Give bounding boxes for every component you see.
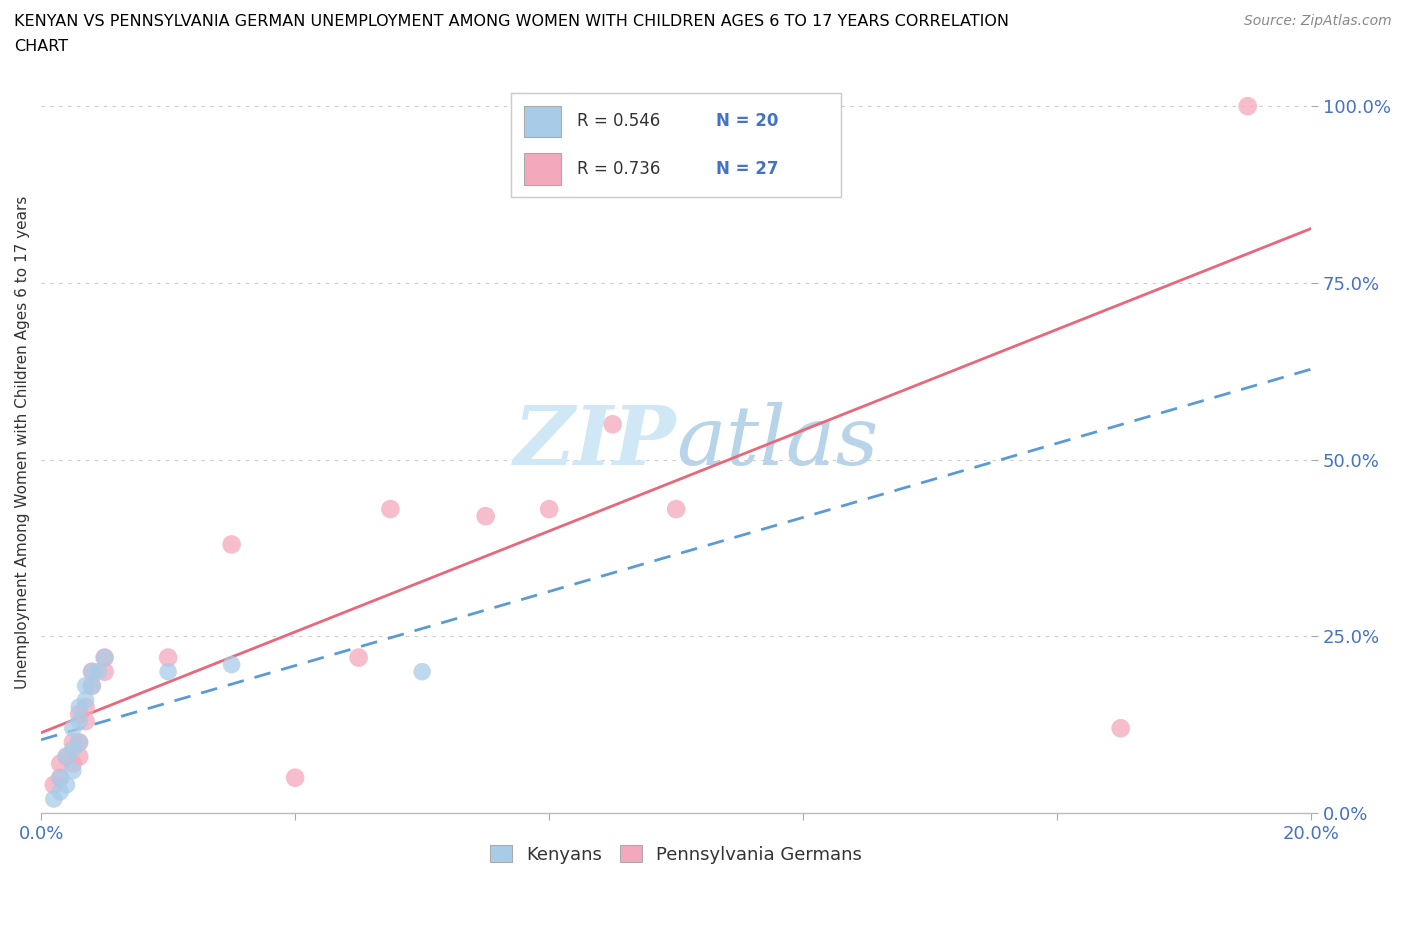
- Point: [93, 650, 115, 665]
- Point: [62, 735, 84, 750]
- Text: ZIP: ZIP: [513, 402, 676, 482]
- Point: [49, 784, 72, 799]
- Point: [62, 764, 84, 778]
- Point: [49, 770, 72, 785]
- Point: [380, 501, 402, 516]
- Point: [157, 664, 180, 679]
- Point: [62, 756, 84, 771]
- Point: [55, 777, 77, 792]
- Point: [49, 756, 72, 771]
- Point: [221, 658, 243, 672]
- Text: CHART: CHART: [14, 39, 67, 54]
- Point: [55, 749, 77, 764]
- Point: [67, 749, 90, 764]
- Point: [80, 664, 103, 679]
- Text: Source: ZipAtlas.com: Source: ZipAtlas.com: [1244, 14, 1392, 28]
- Point: [55, 749, 77, 764]
- Point: [538, 501, 561, 516]
- Point: [75, 699, 97, 714]
- Point: [75, 693, 97, 708]
- Text: KENYAN VS PENNSYLVANIA GERMAN UNEMPLOYMENT AMONG WOMEN WITH CHILDREN AGES 6 TO 1: KENYAN VS PENNSYLVANIA GERMAN UNEMPLOYME…: [14, 14, 1010, 29]
- Point: [157, 650, 180, 665]
- Point: [49, 770, 72, 785]
- Y-axis label: Unemployment Among Women with Children Ages 6 to 17 years: Unemployment Among Women with Children A…: [15, 195, 30, 688]
- Point: [93, 664, 115, 679]
- Point: [221, 537, 243, 551]
- Point: [67, 735, 90, 750]
- Point: [62, 742, 84, 757]
- Point: [665, 501, 688, 516]
- Point: [1236, 99, 1258, 113]
- Point: [62, 721, 84, 736]
- Legend: Kenyans, Pennsylvania Germans: Kenyans, Pennsylvania Germans: [482, 838, 869, 870]
- Point: [67, 699, 90, 714]
- Point: [474, 509, 496, 524]
- Point: [284, 770, 307, 785]
- Point: [792, 134, 814, 149]
- Point: [1109, 721, 1132, 736]
- Point: [87, 664, 110, 679]
- Point: [93, 650, 115, 665]
- Point: [347, 650, 370, 665]
- Point: [80, 678, 103, 693]
- Point: [411, 664, 433, 679]
- Point: [42, 777, 65, 792]
- Point: [75, 678, 97, 693]
- Point: [80, 664, 103, 679]
- Point: [42, 791, 65, 806]
- Text: atlas: atlas: [676, 402, 879, 482]
- Point: [75, 713, 97, 728]
- Point: [67, 707, 90, 722]
- Point: [67, 735, 90, 750]
- Point: [80, 678, 103, 693]
- Point: [602, 417, 624, 432]
- Point: [67, 713, 90, 728]
